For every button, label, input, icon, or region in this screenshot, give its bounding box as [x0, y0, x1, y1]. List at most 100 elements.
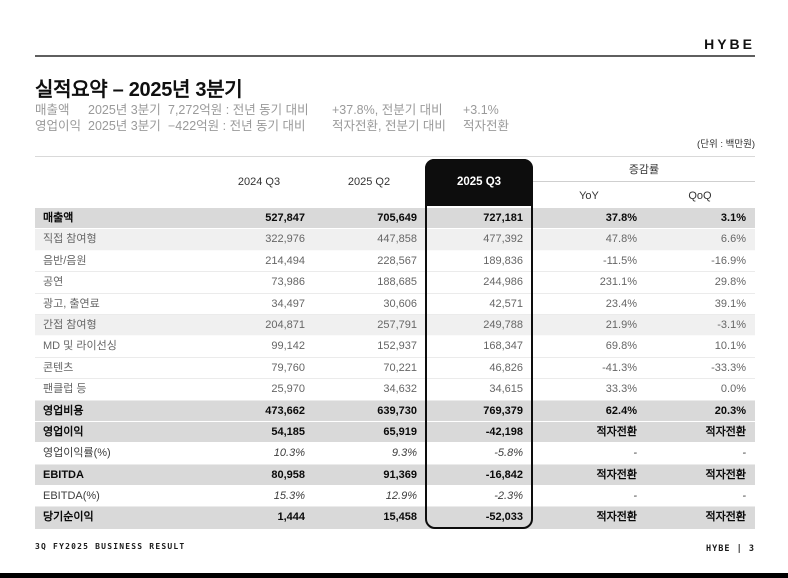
- operating-profit-summary-amount: −422억원 : 전년 동기 대비: [168, 118, 306, 133]
- cell-2025q2: 228,567: [377, 254, 417, 267]
- footer-page-number: HYBE | 3: [706, 544, 755, 554]
- row-label: 간접 참여형: [43, 318, 97, 331]
- revenue-summary-period: 2025년 3분기: [88, 103, 161, 117]
- cell-qoq: 3.1%: [720, 212, 746, 224]
- cell-yoy: 23.4%: [605, 297, 637, 310]
- cell-2025q2: 65,919: [383, 425, 417, 438]
- cell-2024q3: 1,444: [277, 511, 305, 524]
- cell-yoy: 69.8%: [605, 340, 637, 353]
- row-label: EBITDA(%): [43, 490, 100, 503]
- table-row: 영업이익 54,185 65,919 -42,198 적자전환 적자전환: [35, 421, 755, 444]
- footer-report-title: 3Q FY2025 BUSINESS RESULT: [35, 542, 186, 551]
- cell-2025q3: 46,826: [489, 361, 523, 374]
- cell-2025q3: 249,788: [483, 318, 523, 331]
- revenue-summary-qoq: +3.1%: [463, 103, 499, 117]
- unit-note: (단위 : 백만원): [697, 139, 755, 150]
- cell-yoy: 62.4%: [605, 404, 637, 417]
- operating-profit-summary-yoy: 적자전환, 전분기 대비: [332, 118, 446, 133]
- row-label: MD 및 라이선싱: [43, 340, 117, 353]
- cell-qoq: 6.6%: [720, 233, 746, 246]
- cell-2025q2: 639,730: [377, 404, 417, 417]
- cell-2025q3: 42,571: [489, 297, 523, 310]
- row-label: 영업비용: [43, 404, 84, 417]
- cell-qoq: 적자전환: [705, 468, 746, 481]
- qoq-column-header: QoQ: [688, 190, 712, 202]
- cell-yoy: 적자전환: [596, 425, 637, 438]
- cell-2025q3: 189,836: [483, 254, 523, 267]
- cell-2024q3: 54,185: [271, 425, 305, 438]
- cell-2025q2: 30,606: [383, 297, 417, 310]
- cell-qoq: -: [742, 490, 746, 503]
- row-label: 광고, 출연료: [43, 297, 100, 310]
- cell-2024q3: 15.3%: [273, 490, 305, 503]
- cell-2024q3: 214,494: [265, 254, 305, 267]
- cell-2024q3: 99,142: [271, 340, 305, 353]
- cell-yoy: 37.8%: [605, 212, 637, 224]
- cell-2025q2: 9.3%: [391, 447, 417, 460]
- row-label: 매출액: [43, 212, 74, 224]
- yoy-column-header: YoY: [579, 190, 599, 202]
- summary-block: 매출액 2025년 3분기 7,272억원 : 전년 동기 대비 +37.8%,…: [35, 103, 509, 134]
- cell-yoy: 적자전환: [596, 468, 637, 481]
- cell-2025q3: 168,347: [483, 340, 523, 353]
- header-divider-line: [35, 55, 755, 57]
- revenue-summary-yoy: +37.8%, 전분기 대비: [332, 103, 443, 117]
- change-rate-label: 증감률: [533, 157, 755, 182]
- cell-2025q3: 34,615: [489, 383, 523, 396]
- cell-yoy: 21.9%: [605, 318, 637, 331]
- cell-2024q3: 10.3%: [273, 447, 305, 460]
- row-label: 팬클럽 등: [43, 383, 87, 396]
- row-label: EBITDA: [43, 468, 84, 481]
- cell-2025q2: 447,858: [377, 233, 417, 246]
- cell-2025q2: 705,649: [377, 212, 417, 224]
- operating-profit-summary-qoq: 적자전환: [463, 118, 510, 133]
- results-table: 2024 Q3 2025 Q2 증감률 YoY QoQ 매출액 527,847 70…: [35, 156, 755, 529]
- cell-2025q3: 727,181: [483, 212, 523, 224]
- cell-qoq: -16.9%: [711, 254, 746, 267]
- cell-qoq: 20.3%: [714, 404, 746, 417]
- cell-qoq: 0.0%: [720, 383, 746, 396]
- cell-yoy: -: [633, 490, 637, 503]
- table-row: 당기순이익 1,444 15,458 -52,033 적자전환 적자전환: [35, 507, 755, 529]
- cell-qoq: -33.3%: [711, 361, 746, 374]
- cell-2024q3: 527,847: [265, 212, 305, 224]
- cell-qoq: -3.1%: [717, 318, 746, 331]
- table-row: 콘텐츠 79,760 70,221 46,826 -41.3% -33.3%: [35, 357, 755, 380]
- table-row: 광고, 출연료 34,497 30,606 42,571 23.4% 39.1%: [35, 293, 755, 315]
- cell-yoy: 47.8%: [605, 233, 637, 246]
- cell-yoy: 33.3%: [605, 383, 637, 396]
- table-row: 음반/음원 214,494 228,567 189,836 -11.5% -16.9%: [35, 250, 755, 273]
- row-label: 영업이익률(%): [43, 447, 111, 460]
- operating-profit-summary-label: 영업이익: [35, 118, 82, 133]
- table-row: 영업이익률(%) 10.3% 9.3% -5.8% - -: [35, 443, 755, 465]
- revenue-summary-amount: 7,272억원 : 전년 동기 대비: [168, 103, 309, 117]
- cell-2024q3: 79,760: [271, 361, 305, 374]
- cell-yoy: -: [633, 447, 637, 460]
- column-header-2025q2: 2025 Q2: [347, 176, 391, 188]
- cell-2025q2: 34,632: [383, 383, 417, 396]
- cell-2025q3: -52,033: [485, 511, 523, 524]
- cell-2024q3: 34,497: [271, 297, 305, 310]
- table-body: 매출액 527,847 705,649 727,181 37.8% 3.1% 직접 참여형 3…: [35, 208, 755, 529]
- cell-yoy: 231.1%: [599, 276, 637, 289]
- cell-2025q3: -5.8%: [494, 447, 523, 460]
- row-label: 직접 참여형: [43, 233, 97, 246]
- cell-qoq: 적자전환: [705, 511, 746, 524]
- bottom-accent-bar: [0, 573, 788, 578]
- cell-2025q2: 70,221: [383, 361, 417, 374]
- cell-qoq: 적자전환: [705, 425, 746, 438]
- row-label: 공연: [43, 276, 64, 289]
- operating-profit-summary-line: 영업이익 2025년 3분기 −422억원 : 전년 동기 대비 적자전환, 전…: [35, 119, 509, 135]
- table-row: EBITDA 80,958 91,369 -16,842 적자전환 적자전환: [35, 464, 755, 487]
- hybe-logo: HYBE: [704, 36, 755, 52]
- column-header-2024q3: 2024 Q3: [237, 176, 281, 188]
- cell-2024q3: 25,970: [271, 383, 305, 396]
- table-row: 팬클럽 등 25,970 34,632 34,615 33.3% 0.0%: [35, 379, 755, 401]
- row-label: 영업이익: [43, 425, 84, 438]
- cell-yoy: -11.5%: [602, 254, 637, 267]
- cell-2024q3: 204,871: [265, 318, 305, 331]
- table-row: 공연 73,986 188,685 244,986 231.1% 29.8%: [35, 272, 755, 294]
- cell-yoy: -41.3%: [602, 361, 637, 374]
- page-title: 실적요약 – 2025년 3분기: [35, 79, 243, 101]
- cell-2025q2: 188,685: [377, 276, 417, 289]
